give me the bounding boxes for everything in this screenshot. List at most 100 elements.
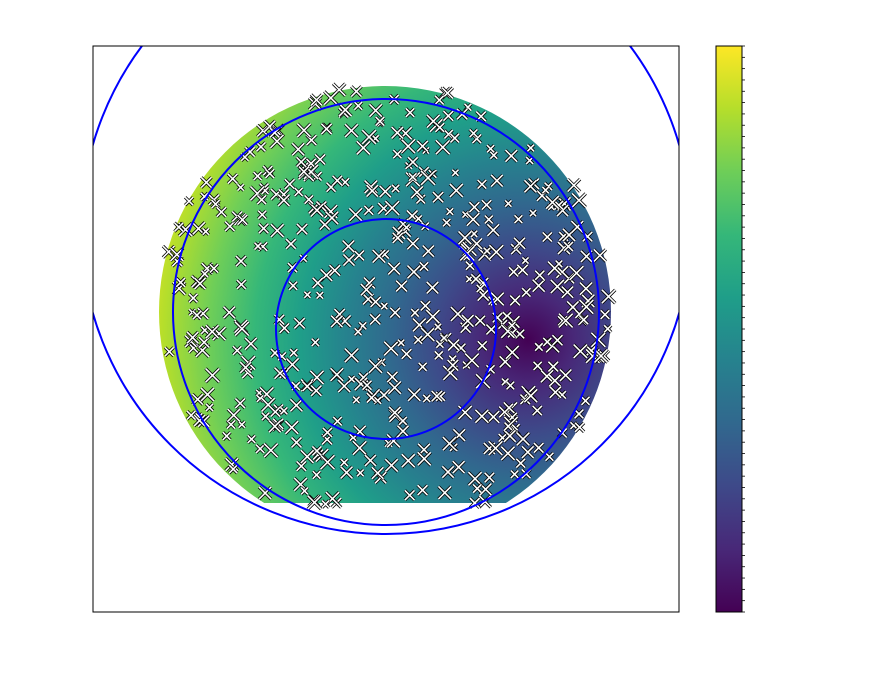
marker [379, 185, 392, 198]
marker [333, 308, 346, 320]
marker [222, 431, 231, 441]
marker [420, 327, 435, 342]
marker [406, 265, 421, 279]
marker [504, 149, 518, 163]
marker [401, 453, 416, 468]
marker [285, 238, 297, 250]
marker [500, 446, 516, 461]
marker [402, 223, 411, 232]
ring [172, 98, 600, 526]
marker [508, 266, 519, 278]
marker [437, 485, 452, 500]
colorbar [715, 45, 743, 613]
marker [434, 122, 445, 133]
marker [548, 374, 562, 387]
marker [547, 361, 559, 373]
marker [205, 403, 214, 412]
marker [342, 239, 355, 253]
marker [578, 314, 589, 325]
marker [329, 367, 344, 382]
marker [356, 140, 371, 155]
marker [451, 169, 460, 177]
marker [413, 335, 423, 345]
marker [422, 245, 435, 258]
marker [407, 388, 421, 402]
marker [332, 175, 343, 186]
marker [205, 367, 220, 383]
marker [173, 222, 184, 233]
marker [432, 191, 444, 203]
marker [184, 196, 194, 206]
marker [541, 186, 550, 194]
marker [383, 341, 399, 356]
marker [228, 464, 238, 474]
marker [439, 333, 449, 343]
marker [593, 248, 607, 263]
marker [523, 388, 538, 403]
marker [300, 449, 315, 464]
marker [285, 357, 300, 372]
marker [516, 264, 529, 276]
marker [415, 194, 426, 205]
marker [372, 249, 386, 264]
marker [516, 432, 530, 446]
marker [364, 454, 377, 467]
marker [481, 199, 492, 211]
marker [369, 313, 381, 325]
marker [470, 230, 478, 238]
marker [356, 469, 365, 477]
marker [384, 458, 399, 473]
marker [253, 171, 263, 181]
marker [164, 346, 175, 357]
marker [389, 307, 401, 319]
marker [571, 192, 587, 208]
marker [461, 314, 475, 328]
marker [365, 184, 379, 198]
marker [375, 116, 385, 127]
marker [260, 397, 276, 412]
marker [490, 174, 504, 188]
marker [353, 249, 365, 261]
marker [603, 324, 612, 333]
marker [477, 179, 487, 190]
marker [227, 173, 239, 185]
marker [386, 371, 399, 383]
marker [465, 261, 475, 271]
marker [340, 458, 349, 467]
marker [296, 156, 307, 168]
marker [348, 375, 356, 383]
marker [414, 214, 423, 223]
marker [503, 429, 517, 443]
marker [289, 398, 303, 412]
marker [449, 133, 460, 143]
marker [521, 256, 530, 265]
marker [434, 323, 442, 331]
marker [234, 397, 246, 409]
marker [332, 416, 343, 426]
marker [338, 103, 353, 117]
marker [308, 97, 322, 111]
marker [550, 279, 565, 294]
marker [508, 321, 516, 330]
marker [506, 381, 515, 390]
marker [368, 103, 383, 118]
marker [486, 223, 500, 237]
marker [224, 221, 236, 232]
marker [467, 471, 483, 486]
marker [310, 385, 322, 397]
marker [398, 416, 408, 426]
marker [270, 223, 285, 238]
marker [202, 227, 210, 236]
marker [200, 270, 209, 278]
marker [320, 123, 333, 135]
marker [555, 260, 563, 268]
marker [222, 306, 236, 319]
marker [443, 129, 454, 139]
marker [340, 177, 350, 187]
marker [216, 206, 227, 218]
marker [392, 149, 402, 159]
marker [573, 343, 588, 359]
marker [488, 440, 503, 456]
marker [499, 355, 512, 368]
